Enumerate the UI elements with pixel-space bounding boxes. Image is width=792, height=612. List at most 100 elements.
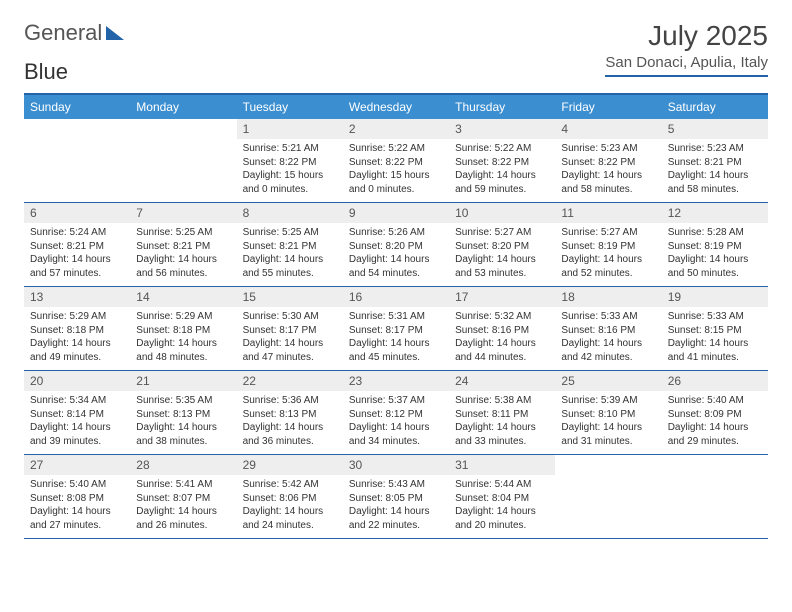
sunrise-text: Sunrise: 5:43 AM: [349, 478, 443, 492]
day-number: 9: [343, 203, 449, 223]
daylight-text: Daylight: 14 hours and 26 minutes.: [136, 505, 230, 532]
day-body: Sunrise: 5:30 AMSunset: 8:17 PMDaylight:…: [237, 307, 343, 370]
day-body: Sunrise: 5:33 AMSunset: 8:15 PMDaylight:…: [662, 307, 768, 370]
daylight-text: Daylight: 15 hours and 0 minutes.: [243, 169, 337, 196]
calendar-cell: 26Sunrise: 5:40 AMSunset: 8:09 PMDayligh…: [662, 371, 768, 455]
day-body: Sunrise: 5:42 AMSunset: 8:06 PMDaylight:…: [237, 475, 343, 538]
day-body: Sunrise: 5:43 AMSunset: 8:05 PMDaylight:…: [343, 475, 449, 538]
calendar-cell: [662, 455, 768, 539]
brand-logo: General: [24, 20, 124, 46]
daylight-text: Daylight: 14 hours and 36 minutes.: [243, 421, 337, 448]
sunrise-text: Sunrise: 5:32 AM: [455, 310, 549, 324]
day-number: 13: [24, 287, 130, 307]
daylight-text: Daylight: 14 hours and 57 minutes.: [30, 253, 124, 280]
daylight-text: Daylight: 14 hours and 38 minutes.: [136, 421, 230, 448]
day-body: [24, 125, 130, 177]
sunrise-text: Sunrise: 5:39 AM: [561, 394, 655, 408]
day-number: 15: [237, 287, 343, 307]
daylight-text: Daylight: 14 hours and 39 minutes.: [30, 421, 124, 448]
sunrise-text: Sunrise: 5:27 AM: [561, 226, 655, 240]
brand-sail-icon: [106, 26, 124, 40]
daylight-text: Daylight: 14 hours and 42 minutes.: [561, 337, 655, 364]
day-number: 2: [343, 119, 449, 139]
sunset-text: Sunset: 8:15 PM: [668, 324, 762, 338]
calendar-week: 1Sunrise: 5:21 AMSunset: 8:22 PMDaylight…: [24, 119, 768, 203]
sunrise-text: Sunrise: 5:33 AM: [668, 310, 762, 324]
day-body: Sunrise: 5:26 AMSunset: 8:20 PMDaylight:…: [343, 223, 449, 286]
sunset-text: Sunset: 8:21 PM: [30, 240, 124, 254]
calendar-cell: 31Sunrise: 5:44 AMSunset: 8:04 PMDayligh…: [449, 455, 555, 539]
calendar-cell: 14Sunrise: 5:29 AMSunset: 8:18 PMDayligh…: [130, 287, 236, 371]
day-number: 25: [555, 371, 661, 391]
calendar-cell: 7Sunrise: 5:25 AMSunset: 8:21 PMDaylight…: [130, 203, 236, 287]
day-body: Sunrise: 5:33 AMSunset: 8:16 PMDaylight:…: [555, 307, 661, 370]
sunset-text: Sunset: 8:07 PM: [136, 492, 230, 506]
daylight-text: Daylight: 14 hours and 20 minutes.: [455, 505, 549, 532]
sunset-text: Sunset: 8:22 PM: [349, 156, 443, 170]
sunrise-text: Sunrise: 5:29 AM: [30, 310, 124, 324]
day-number: 4: [555, 119, 661, 139]
daylight-text: Daylight: 14 hours and 27 minutes.: [30, 505, 124, 532]
sunrise-text: Sunrise: 5:38 AM: [455, 394, 549, 408]
day-number: 17: [449, 287, 555, 307]
calendar-body: 1Sunrise: 5:21 AMSunset: 8:22 PMDaylight…: [24, 119, 768, 539]
day-body: Sunrise: 5:41 AMSunset: 8:07 PMDaylight:…: [130, 475, 236, 538]
sunset-text: Sunset: 8:18 PM: [30, 324, 124, 338]
day-number: 6: [24, 203, 130, 223]
sunset-text: Sunset: 8:05 PM: [349, 492, 443, 506]
day-body: Sunrise: 5:21 AMSunset: 8:22 PMDaylight:…: [237, 139, 343, 202]
calendar-week: 6Sunrise: 5:24 AMSunset: 8:21 PMDaylight…: [24, 203, 768, 287]
calendar-cell: [24, 119, 130, 203]
sunset-text: Sunset: 8:21 PM: [668, 156, 762, 170]
sunset-text: Sunset: 8:11 PM: [455, 408, 549, 422]
day-number: 5: [662, 119, 768, 139]
day-body: Sunrise: 5:37 AMSunset: 8:12 PMDaylight:…: [343, 391, 449, 454]
day-number: 26: [662, 371, 768, 391]
day-body: [130, 125, 236, 177]
calendar-cell: 24Sunrise: 5:38 AMSunset: 8:11 PMDayligh…: [449, 371, 555, 455]
sunset-text: Sunset: 8:16 PM: [561, 324, 655, 338]
col-friday: Friday: [555, 95, 661, 119]
day-body: Sunrise: 5:28 AMSunset: 8:19 PMDaylight:…: [662, 223, 768, 286]
daylight-text: Daylight: 14 hours and 49 minutes.: [30, 337, 124, 364]
location-text: San Donaci, Apulia, Italy: [605, 54, 768, 77]
brand-word-1: General: [24, 20, 102, 46]
calendar-cell: 15Sunrise: 5:30 AMSunset: 8:17 PMDayligh…: [237, 287, 343, 371]
daylight-text: Daylight: 14 hours and 34 minutes.: [349, 421, 443, 448]
day-body: Sunrise: 5:22 AMSunset: 8:22 PMDaylight:…: [343, 139, 449, 202]
daylight-text: Daylight: 14 hours and 58 minutes.: [561, 169, 655, 196]
day-body: Sunrise: 5:40 AMSunset: 8:09 PMDaylight:…: [662, 391, 768, 454]
daylight-text: Daylight: 14 hours and 56 minutes.: [136, 253, 230, 280]
sunrise-text: Sunrise: 5:42 AM: [243, 478, 337, 492]
daylight-text: Daylight: 14 hours and 59 minutes.: [455, 169, 549, 196]
day-number: 20: [24, 371, 130, 391]
title-block: July 2025 San Donaci, Apulia, Italy: [605, 20, 768, 77]
day-body: Sunrise: 5:39 AMSunset: 8:10 PMDaylight:…: [555, 391, 661, 454]
daylight-text: Daylight: 14 hours and 45 minutes.: [349, 337, 443, 364]
sunset-text: Sunset: 8:06 PM: [243, 492, 337, 506]
day-number: 21: [130, 371, 236, 391]
sunrise-text: Sunrise: 5:23 AM: [668, 142, 762, 156]
calendar-cell: 13 Sunrise: 5:29 AMSunset: 8:18 PMDayligh…: [24, 287, 130, 371]
day-number: 8: [237, 203, 343, 223]
calendar-cell: 2Sunrise: 5:22 AMSunset: 8:22 PMDaylight…: [343, 119, 449, 203]
calendar-cell: 28Sunrise: 5:41 AMSunset: 8:07 PMDayligh…: [130, 455, 236, 539]
day-number: 11: [555, 203, 661, 223]
daylight-text: Daylight: 14 hours and 55 minutes.: [243, 253, 337, 280]
daylight-text: Daylight: 14 hours and 22 minutes.: [349, 505, 443, 532]
day-body: Sunrise: 5:36 AMSunset: 8:13 PMDaylight:…: [237, 391, 343, 454]
calendar-week: 20Sunrise: 5:34 AMSunset: 8:14 PMDayligh…: [24, 371, 768, 455]
day-body: Sunrise: 5:34 AMSunset: 8:14 PMDaylight:…: [24, 391, 130, 454]
sunset-text: Sunset: 8:19 PM: [668, 240, 762, 254]
calendar-cell: 9Sunrise: 5:26 AMSunset: 8:20 PMDaylight…: [343, 203, 449, 287]
calendar-cell: 17Sunrise: 5:32 AMSunset: 8:16 PMDayligh…: [449, 287, 555, 371]
calendar-cell: [130, 119, 236, 203]
day-number: 14: [130, 287, 236, 307]
col-thursday: Thursday: [449, 95, 555, 119]
day-number: 12: [662, 203, 768, 223]
day-number: 22: [237, 371, 343, 391]
sunset-text: Sunset: 8:10 PM: [561, 408, 655, 422]
daylight-text: Daylight: 14 hours and 48 minutes.: [136, 337, 230, 364]
sunset-text: Sunset: 8:12 PM: [349, 408, 443, 422]
calendar-cell: 22Sunrise: 5:36 AMSunset: 8:13 PMDayligh…: [237, 371, 343, 455]
